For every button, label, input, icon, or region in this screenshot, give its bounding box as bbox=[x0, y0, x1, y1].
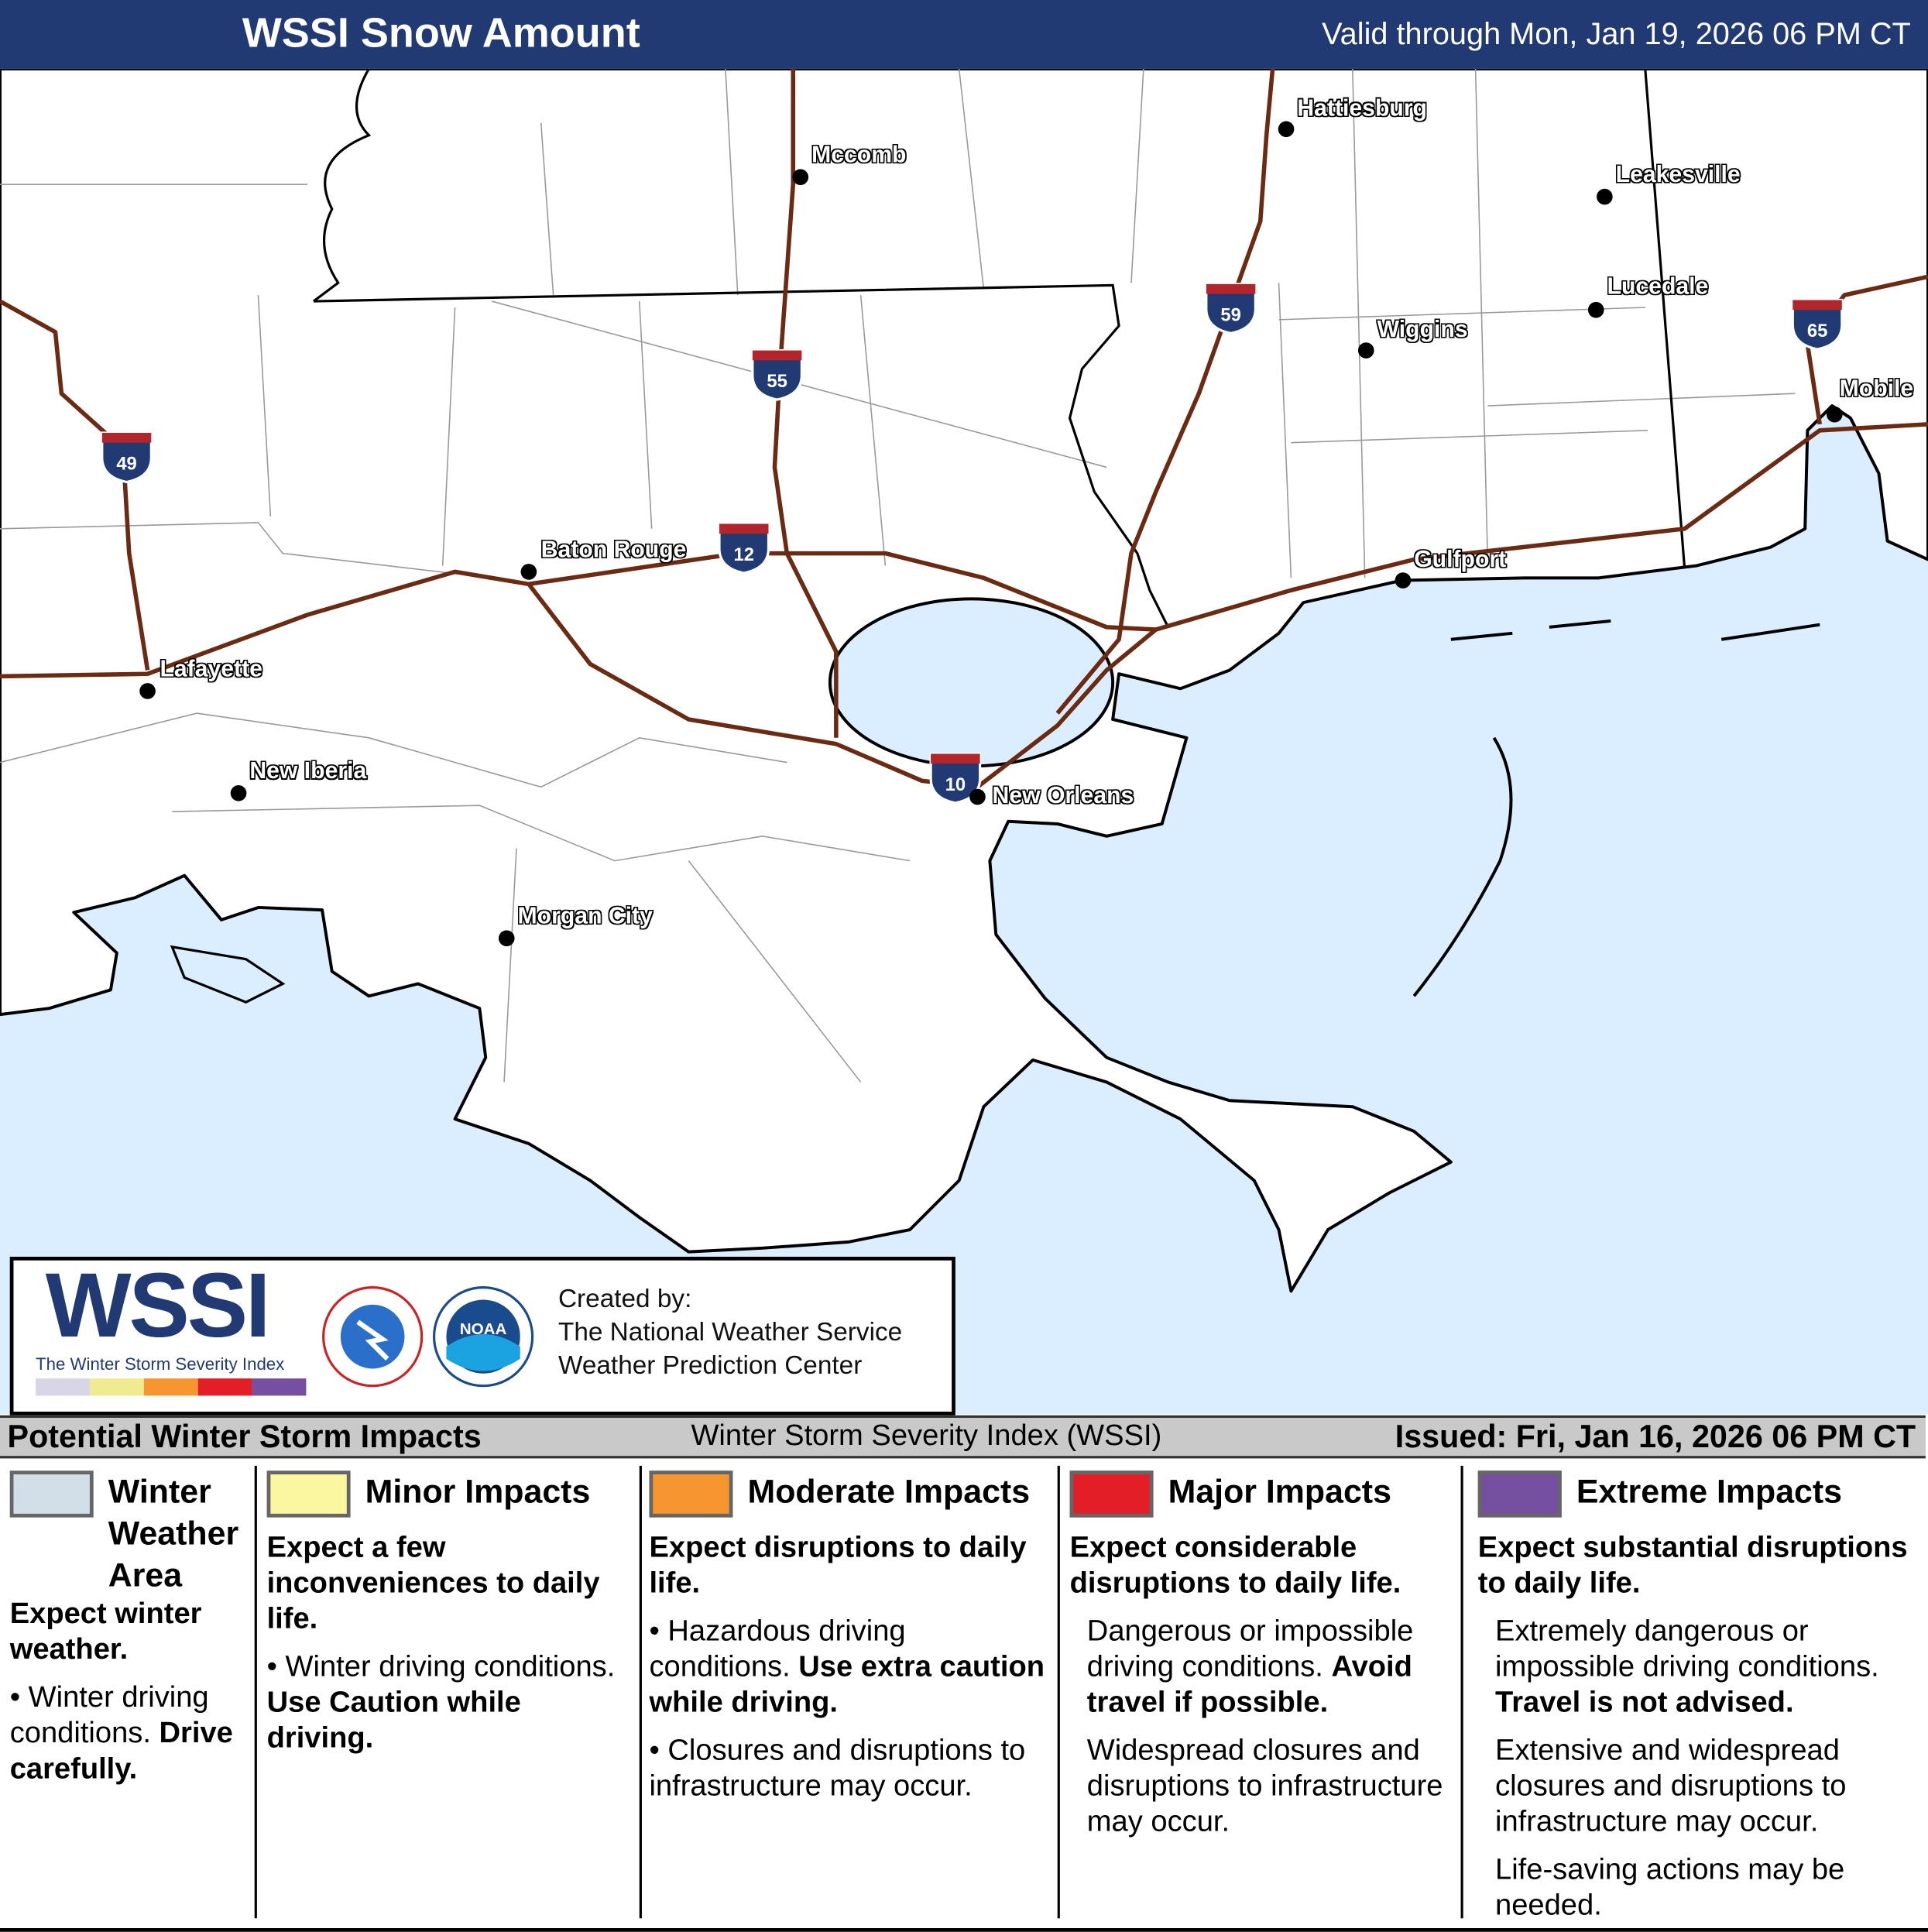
legend-index: Winter Storm Severity Index (WSSI) bbox=[691, 1419, 1162, 1453]
category-head: Expect considerable disruptions to daily… bbox=[1069, 1531, 1401, 1601]
svg-text:NOAA: NOAA bbox=[460, 1320, 507, 1338]
category-head: Expect substantial disruptions to daily … bbox=[1477, 1531, 1908, 1601]
category-name: Winter Weather Area bbox=[108, 1473, 239, 1594]
category-name: Extreme Impacts bbox=[1576, 1473, 1843, 1511]
shield-10: 10 bbox=[945, 774, 966, 795]
lake-pontchartrain bbox=[828, 597, 1115, 768]
city-label: Leakesville bbox=[1615, 162, 1741, 188]
legend-header: Potential Winter Storm Impacts Winter St… bbox=[0, 1415, 1926, 1459]
parish-lines bbox=[0, 68, 1796, 1083]
category-text: Extremely dangerous or impossible drivin… bbox=[1495, 1615, 1879, 1720]
i-55-route bbox=[772, 68, 839, 738]
org-nws: The National Weather Service bbox=[557, 1318, 903, 1347]
category-head: Expect disruptions to daily life. bbox=[649, 1531, 1027, 1601]
city-label: Baton Rouge bbox=[540, 537, 687, 564]
shield-12: 12 bbox=[733, 544, 753, 565]
credits-box: WSSI The Winter Storm Severity Index NOA… bbox=[9, 1254, 955, 1416]
severity-color-bar bbox=[36, 1378, 307, 1396]
i-12-route bbox=[528, 551, 1156, 632]
shields: 49 55 12 59 65 10 bbox=[101, 283, 1844, 805]
category-bullet: • Winter driving conditions. Use Caution… bbox=[266, 1650, 616, 1755]
wssi-logo: WSSI bbox=[45, 1254, 271, 1357]
i-59-route bbox=[1055, 68, 1275, 715]
shield-65: 65 bbox=[1807, 321, 1827, 341]
city-label: New Iberia bbox=[249, 758, 367, 785]
legend-minor: Minor Impacts Expect a few inconvenience… bbox=[266, 1470, 633, 1920]
city-dots bbox=[139, 121, 1843, 946]
marsh-island bbox=[170, 945, 286, 1004]
city-label: Mccomb bbox=[811, 142, 907, 169]
category-name: Minor Impacts bbox=[365, 1473, 591, 1511]
category-name: Major Impacts bbox=[1168, 1473, 1391, 1511]
org-wpc: Weather Prediction Center bbox=[557, 1351, 863, 1380]
swatch-minor bbox=[266, 1470, 351, 1518]
wssi-tagline: The Winter Storm Severity Index bbox=[36, 1354, 285, 1374]
category-bullet: • Hazardous driving conditions. Use extr… bbox=[649, 1615, 1045, 1720]
city-label: Wiggins bbox=[1377, 317, 1468, 344]
city-label: New Orleans bbox=[992, 783, 1134, 809]
city-label: Gulfport bbox=[1414, 547, 1507, 574]
state-boundaries bbox=[312, 68, 1686, 628]
category-text: Widespread closures and disruptions to i… bbox=[1086, 1734, 1443, 1839]
swatch-major bbox=[1069, 1470, 1154, 1518]
category-name: Moderate Impacts bbox=[747, 1473, 1031, 1511]
shield-49: 49 bbox=[116, 454, 136, 475]
impact-legend: Winter Weather Area Expect winter weathe… bbox=[0, 1458, 1928, 1932]
issued-time: Issued: Fri, Jan 16, 2026 06 PM CT bbox=[1395, 1417, 1916, 1455]
category-text: Life-saving actions may be needed. bbox=[1495, 1853, 1845, 1923]
shield-59: 59 bbox=[1220, 304, 1240, 325]
city-label: Lafayette bbox=[160, 656, 262, 683]
shield-55: 55 bbox=[767, 371, 787, 392]
category-head: Expect a few inconveniences to daily lif… bbox=[266, 1531, 600, 1636]
legend-moderate: Moderate Impacts Expect disruptions to d… bbox=[649, 1470, 1052, 1920]
header-bar: WSSI Snow Amount Valid through Mon, Jan … bbox=[0, 0, 1928, 69]
island-chain bbox=[1412, 619, 1820, 997]
swatch-winter bbox=[9, 1470, 94, 1518]
category-text: Extensive and widespread closures and di… bbox=[1495, 1734, 1847, 1839]
swatch-moderate bbox=[649, 1470, 733, 1518]
city-label: Morgan City bbox=[517, 904, 653, 930]
map-title: WSSI Snow Amount bbox=[242, 9, 640, 57]
legend-winter-weather-area: Winter Weather Area Expect winter weathe… bbox=[9, 1470, 251, 1920]
map-svg: 49 55 12 59 65 10 bbox=[0, 67, 1928, 1415]
created-by-label: Created by: bbox=[557, 1285, 692, 1313]
category-bullet: • Closures and disruptions to infrastruc… bbox=[649, 1734, 1026, 1803]
swatch-extreme bbox=[1477, 1470, 1562, 1518]
map[interactable]: 49 55 12 59 65 10 Hattiesburg Mccomb Lea… bbox=[0, 67, 1928, 1415]
category-head: Expect winter weather. bbox=[9, 1597, 202, 1666]
nws-logo-icon bbox=[322, 1286, 424, 1388]
city-label: Lucedale bbox=[1607, 274, 1709, 300]
created-by: Created by: The National Weather Service… bbox=[558, 1282, 902, 1382]
legend-extreme: Extreme Impacts Expect substantial disru… bbox=[1477, 1470, 1923, 1923]
noaa-logo-icon: NOAA bbox=[432, 1286, 534, 1388]
city-label: Mobile bbox=[1839, 376, 1914, 403]
city-label: Hattiesburg bbox=[1297, 95, 1428, 122]
legend-major: Major Impacts Expect considerable disrup… bbox=[1069, 1470, 1456, 1920]
category-text: Dangerous or impossible driving conditio… bbox=[1086, 1615, 1414, 1720]
i-49-route bbox=[0, 299, 150, 671]
valid-time: Valid through Mon, Jan 19, 2026 06 PM CT bbox=[1322, 17, 1911, 52]
category-bullet: • Winter driving conditions. Drive caref… bbox=[9, 1680, 233, 1786]
legend-title: Potential Winter Storm Impacts bbox=[7, 1417, 482, 1455]
